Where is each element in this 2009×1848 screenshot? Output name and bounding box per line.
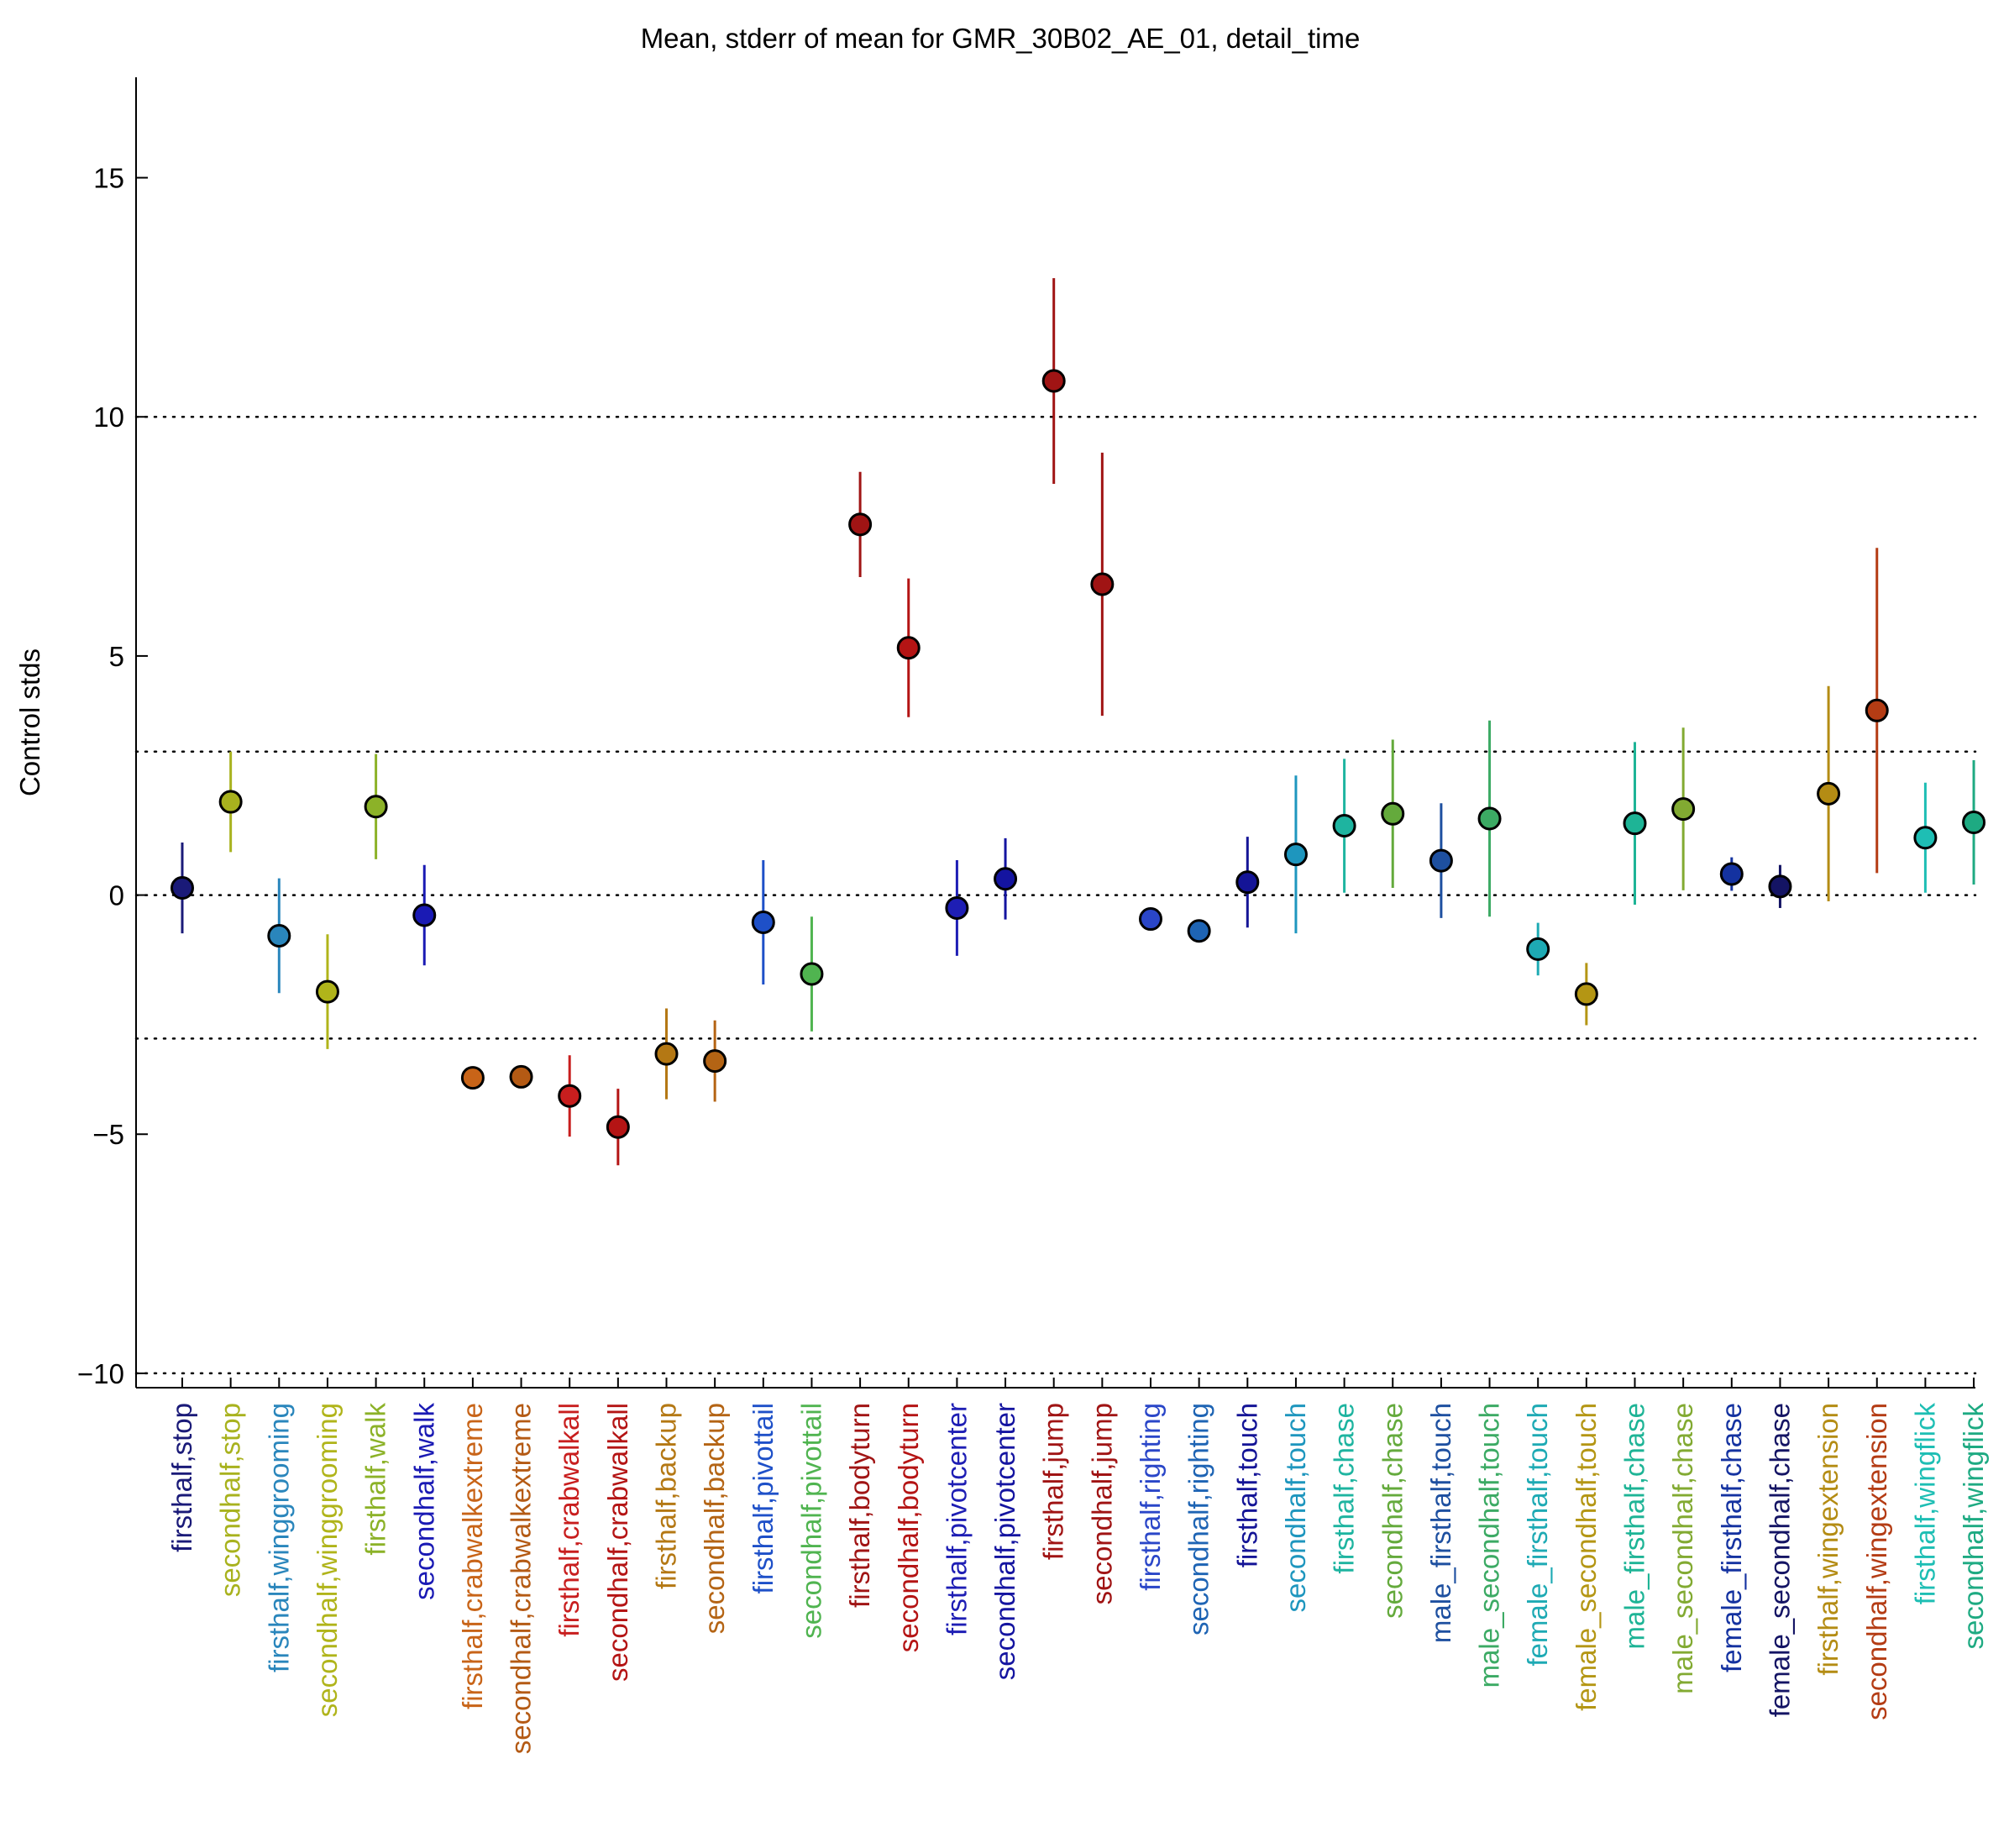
mean-point xyxy=(848,512,873,537)
x-tick-label: secondhalf,bodyturn xyxy=(893,1403,924,1652)
x-tick-label: firsthalf,winggrooming xyxy=(263,1403,294,1672)
y-axis-label: Control stds xyxy=(14,648,45,796)
mean-point xyxy=(170,876,194,900)
x-tick-label: secondhalf,crabwalkextreme xyxy=(506,1403,537,1754)
mean-point xyxy=(800,962,824,986)
y-tick-label: 5 xyxy=(109,641,124,672)
mean-point xyxy=(1817,781,1841,806)
x-tick-label: secondhalf,backup xyxy=(699,1403,730,1634)
x-tick-label: female_firsthalf,chase xyxy=(1716,1403,1747,1672)
x-tick-label: firsthalf,touch xyxy=(1231,1403,1262,1567)
x-tick-label: secondhalf,pivottail xyxy=(795,1403,826,1639)
x-tick-label: firsthalf,pivotcenter xyxy=(941,1403,972,1635)
mean-point xyxy=(412,903,437,927)
mean-point xyxy=(945,895,969,920)
y-tick-label: −10 xyxy=(77,1358,124,1389)
x-tick-label: secondhalf,touch xyxy=(1280,1403,1311,1613)
x-tick-label: female_secondhalf,chase xyxy=(1764,1403,1795,1717)
x-tick-label: secondhalf,stop xyxy=(215,1403,246,1597)
x-axis-tick-labels: firsthalf,stop secondhalf,stop firsthalf,w… xyxy=(166,1378,1989,1754)
mean-point xyxy=(1235,870,1260,895)
mean-point xyxy=(896,636,921,660)
y-axis-ticks: −10 −5 0 5 10 15 xyxy=(77,163,148,1389)
x-tick-label: male_firsthalf,chase xyxy=(1619,1403,1650,1649)
x-tick-label: firsthalf,walk xyxy=(360,1403,391,1556)
mean-point xyxy=(218,790,243,814)
x-tick-label: secondhalf,pivotcenter xyxy=(989,1403,1020,1680)
mean-point xyxy=(751,911,775,935)
x-tick-label: firsthalf,jump xyxy=(1038,1403,1069,1560)
mean-point xyxy=(1671,797,1696,822)
x-tick-label: firsthalf,backup xyxy=(651,1403,682,1589)
x-tick-label: firsthalf,bodyturn xyxy=(844,1403,875,1608)
mean-point xyxy=(558,1084,582,1108)
mean-point xyxy=(606,1115,630,1139)
x-tick-label: female_firsthalf,touch xyxy=(1522,1403,1553,1667)
x-tick-label: secondhalf,chase xyxy=(1377,1403,1408,1619)
mean-point xyxy=(315,979,339,1004)
mean-point xyxy=(1623,811,1647,836)
x-tick-label: secondhalf,righting xyxy=(1183,1403,1214,1635)
reference-lines xyxy=(134,415,1977,1375)
mean-point xyxy=(509,1064,533,1089)
mean-point xyxy=(1865,698,1889,722)
x-tick-label: firsthalf,stop xyxy=(166,1403,197,1552)
x-tick-label: male_secondhalf,touch xyxy=(1474,1403,1505,1688)
mean-point xyxy=(1526,937,1550,961)
mean-point xyxy=(1574,982,1598,1006)
mean-points xyxy=(170,369,1986,1139)
x-tick-label: firsthalf,crabwalkall xyxy=(553,1403,585,1637)
x-tick-label: male_secondhalf,chase xyxy=(1667,1403,1698,1694)
y-tick-label: 15 xyxy=(93,163,124,194)
y-tick-label: 0 xyxy=(109,880,124,911)
mean-point xyxy=(1913,826,1938,850)
mean-point xyxy=(1381,801,1405,826)
x-tick-label: firsthalf,wingflick xyxy=(1909,1403,1940,1605)
x-tick-label: firsthalf,pivottail xyxy=(747,1403,779,1593)
mean-point xyxy=(1332,814,1356,838)
x-tick-label: secondhalf,wingflick xyxy=(1958,1403,1989,1650)
mean-point xyxy=(1187,919,1211,943)
mean-point xyxy=(1283,843,1308,867)
mean-point xyxy=(1719,862,1744,886)
chart-title: Mean, stderr of mean for GMR_30B02_AE_01… xyxy=(641,23,1361,54)
x-tick-label: male_firsthalf,touch xyxy=(1425,1403,1456,1643)
mean-point xyxy=(1139,907,1162,932)
mean-point xyxy=(460,1066,485,1090)
error-bars xyxy=(181,278,1975,1166)
mean-point xyxy=(1041,369,1066,393)
x-tick-label: firsthalf,chase xyxy=(1329,1403,1360,1574)
x-tick-label: firsthalf,righting xyxy=(1135,1403,1166,1591)
x-tick-label: female_secondhalf,touch xyxy=(1571,1403,1602,1711)
mean-point xyxy=(994,867,1018,891)
mean-point xyxy=(267,923,291,948)
x-tick-label: secondhalf,walk xyxy=(408,1403,439,1600)
x-tick-label: secondhalf,jump xyxy=(1086,1403,1117,1604)
mean-point xyxy=(654,1042,679,1066)
y-tick-label: −5 xyxy=(92,1119,124,1150)
x-tick-label: secondhalf,crabwalkall xyxy=(602,1403,633,1682)
mean-point xyxy=(1090,572,1115,596)
mean-point xyxy=(1477,806,1502,831)
mean-point xyxy=(1962,811,1986,835)
mean-point xyxy=(703,1049,727,1074)
mean-point xyxy=(1768,874,1792,899)
x-tick-label: firsthalf,crabwalkextreme xyxy=(457,1403,488,1709)
mean-point xyxy=(1429,848,1453,873)
mean-point xyxy=(364,795,388,819)
x-tick-label: secondhalf,winggrooming xyxy=(312,1403,343,1717)
y-tick-label: 10 xyxy=(93,402,124,433)
axes xyxy=(135,77,1975,1389)
x-tick-label: secondhalf,wingextension xyxy=(1861,1403,1892,1720)
x-tick-label: firsthalf,wingextension xyxy=(1812,1403,1844,1676)
